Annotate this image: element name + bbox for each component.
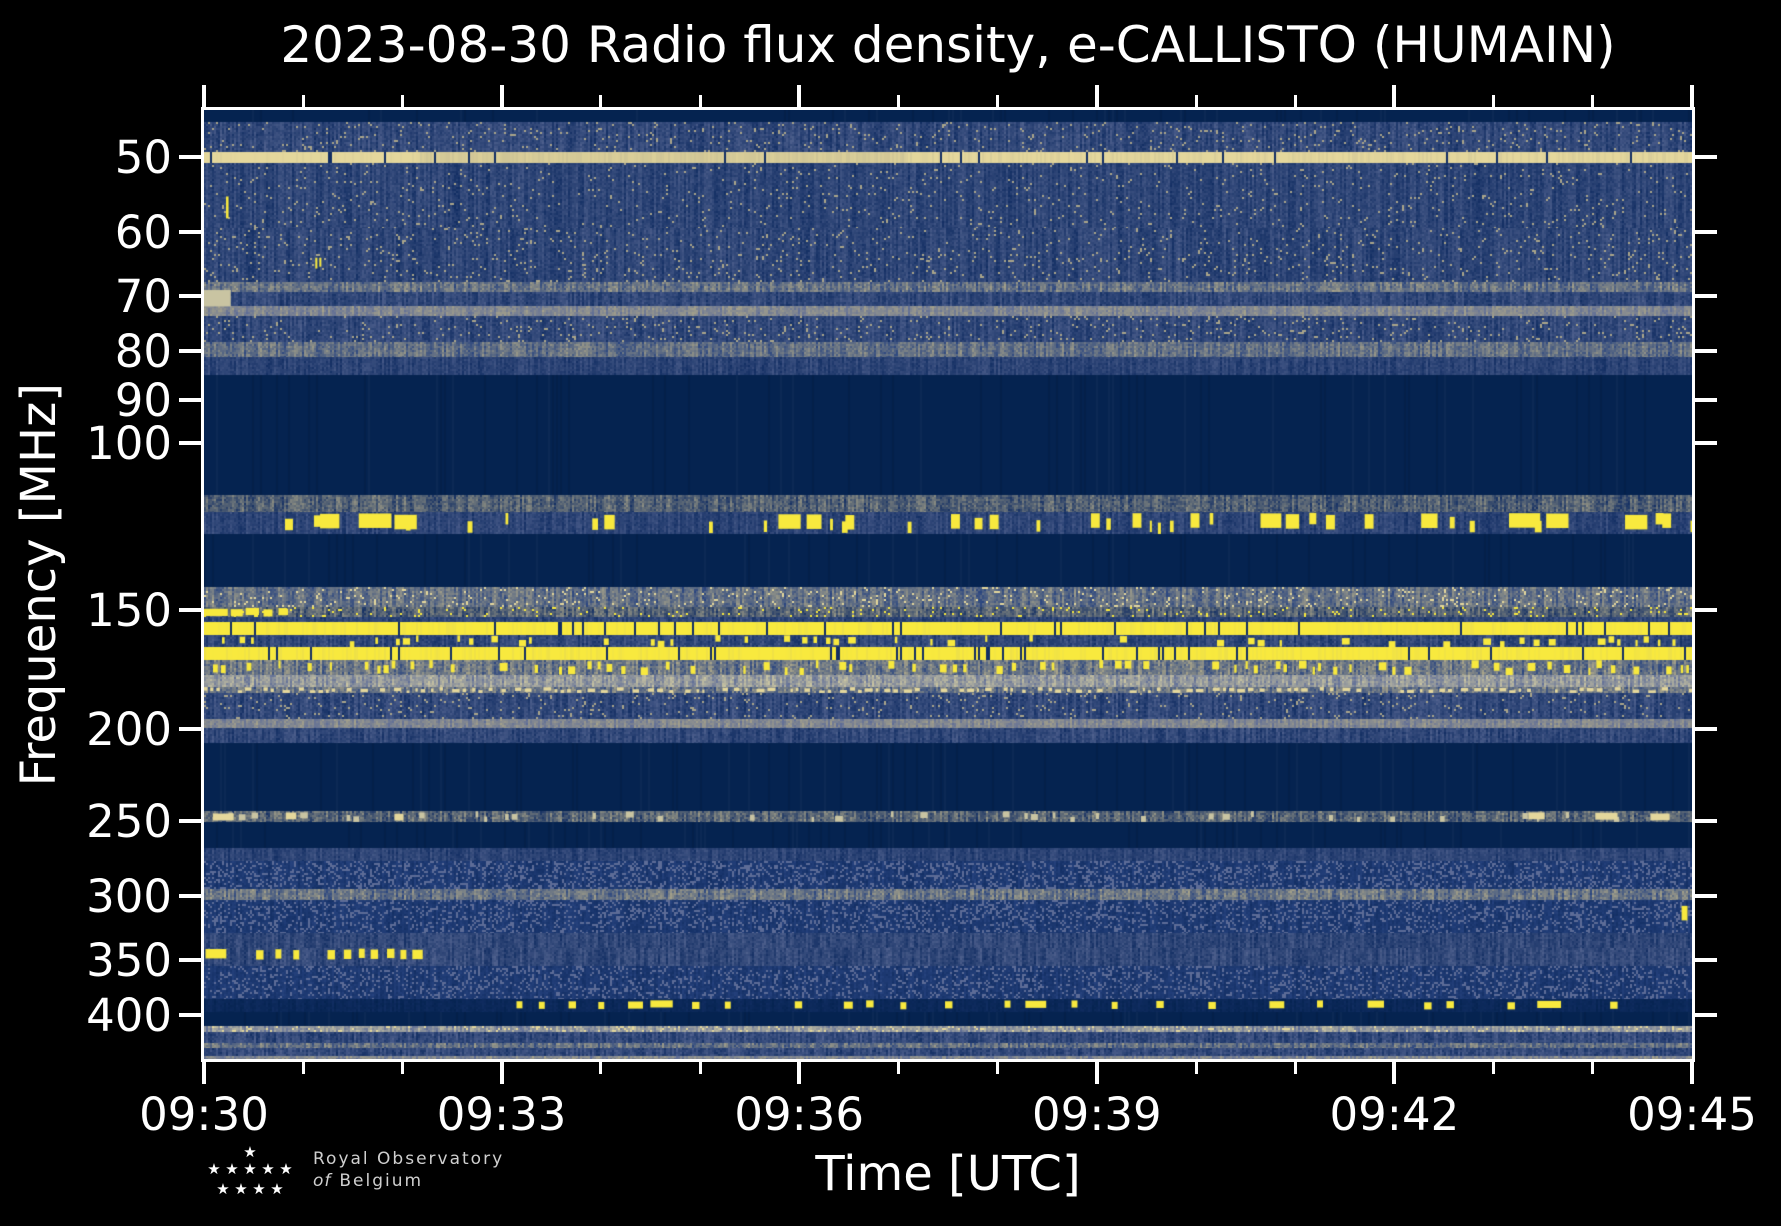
x-major-tick-top — [202, 85, 206, 107]
x-minor-tick-top — [1293, 95, 1297, 107]
star-icon: ★ — [252, 1180, 266, 1198]
star-icon: ★ — [207, 1160, 221, 1178]
x-minor-tick-top — [301, 95, 305, 107]
y-tick-right — [1695, 957, 1717, 962]
x-minor-tick-top — [896, 95, 900, 107]
x-major-tick — [1094, 1062, 1099, 1084]
y-tick-right — [1695, 1013, 1717, 1018]
y-tick-left — [179, 349, 201, 354]
x-major-tick-top — [797, 85, 802, 107]
star-icon: ★ — [279, 1160, 293, 1178]
x-major-tick — [1690, 1062, 1694, 1084]
spectrogram-canvas — [204, 110, 1692, 1059]
star-icon: ★ — [270, 1180, 284, 1198]
y-tick-left — [179, 397, 201, 402]
logo-belgium: Belgium — [339, 1171, 424, 1191]
y-tick-left — [179, 608, 201, 613]
y-tick-left — [179, 819, 201, 824]
x-major-tick-top — [1094, 85, 1099, 107]
y-tick-label: 200 — [86, 703, 172, 757]
x-minor-tick — [1591, 1062, 1595, 1074]
x-minor-tick — [896, 1062, 900, 1074]
y-tick-label: 350 — [86, 933, 172, 987]
y-tick-left — [179, 441, 201, 446]
y-tick-left — [179, 957, 201, 962]
chart-title: 2023-08-30 Radio flux density, e-CALLIST… — [280, 16, 1616, 74]
logo-org-name: Royal Observatory — [313, 1149, 505, 1169]
y-tick-right — [1695, 819, 1717, 824]
x-major-tick — [499, 1062, 504, 1084]
x-tick-label: 09:30 — [139, 1088, 269, 1141]
logo-org-country: of Belgium — [313, 1171, 423, 1191]
star-icon: ★ — [216, 1180, 230, 1198]
y-axis-label: Frequency [MHz] — [11, 382, 67, 787]
x-minor-tick-top — [1194, 95, 1198, 107]
y-tick-left — [179, 155, 201, 160]
plot-frame — [201, 107, 1695, 1062]
y-tick-left — [179, 727, 201, 732]
x-minor-tick-top — [996, 95, 1000, 107]
y-tick-label: 150 — [86, 584, 172, 638]
y-tick-label: 50 — [114, 131, 172, 185]
y-tick-label: 80 — [114, 325, 172, 379]
star-icon: ★ — [261, 1160, 275, 1178]
y-tick-right — [1695, 727, 1717, 732]
x-tick-label: 09:42 — [1329, 1088, 1460, 1141]
x-minor-tick-top — [1492, 95, 1496, 107]
star-icon: ★ — [243, 1160, 257, 1178]
star-icon: ★ — [234, 1180, 248, 1198]
y-tick-left — [179, 894, 201, 899]
x-minor-tick — [301, 1062, 305, 1074]
x-major-tick — [202, 1062, 206, 1084]
y-tick-label: 100 — [86, 417, 172, 471]
x-tick-label: 09:45 — [1627, 1088, 1757, 1141]
x-major-tick-top — [499, 85, 504, 107]
y-tick-label: 300 — [86, 870, 172, 924]
y-tick-left — [179, 1013, 201, 1018]
x-minor-tick-top — [599, 95, 603, 107]
x-minor-tick — [698, 1062, 702, 1074]
y-tick-right — [1695, 293, 1717, 298]
x-minor-tick — [1194, 1062, 1198, 1074]
star-icon: ★ — [243, 1143, 257, 1161]
x-tick-label: 09:36 — [734, 1088, 865, 1141]
x-minor-tick-top — [1591, 95, 1595, 107]
y-tick-right — [1695, 155, 1717, 160]
y-tick-left — [179, 230, 201, 235]
y-tick-right — [1695, 608, 1717, 613]
y-tick-right — [1695, 894, 1717, 899]
y-tick-right — [1695, 349, 1717, 354]
x-minor-tick — [996, 1062, 1000, 1074]
x-axis-label: Time [UTC] — [815, 1146, 1081, 1202]
x-major-tick-top — [1690, 85, 1694, 107]
x-minor-tick-top — [400, 95, 404, 107]
x-major-tick — [797, 1062, 802, 1084]
y-tick-label: 70 — [114, 269, 172, 323]
y-tick-label: 90 — [114, 373, 172, 427]
x-minor-tick-top — [698, 95, 702, 107]
x-minor-tick — [1492, 1062, 1496, 1074]
x-minor-tick — [1293, 1062, 1297, 1074]
x-tick-label: 09:39 — [1031, 1088, 1162, 1141]
x-major-tick — [1392, 1062, 1397, 1084]
y-tick-label: 250 — [86, 795, 172, 849]
y-tick-right — [1695, 441, 1717, 446]
y-tick-right — [1695, 397, 1717, 402]
x-major-tick-top — [1392, 85, 1397, 107]
x-minor-tick — [400, 1062, 404, 1074]
star-icon: ★ — [225, 1160, 239, 1178]
y-tick-label: 400 — [86, 989, 172, 1043]
x-tick-label: 09:33 — [436, 1088, 567, 1141]
logo-of: of — [313, 1171, 332, 1191]
y-tick-label: 60 — [114, 206, 172, 260]
y-tick-left — [179, 293, 201, 298]
x-minor-tick — [599, 1062, 603, 1074]
y-tick-right — [1695, 230, 1717, 235]
